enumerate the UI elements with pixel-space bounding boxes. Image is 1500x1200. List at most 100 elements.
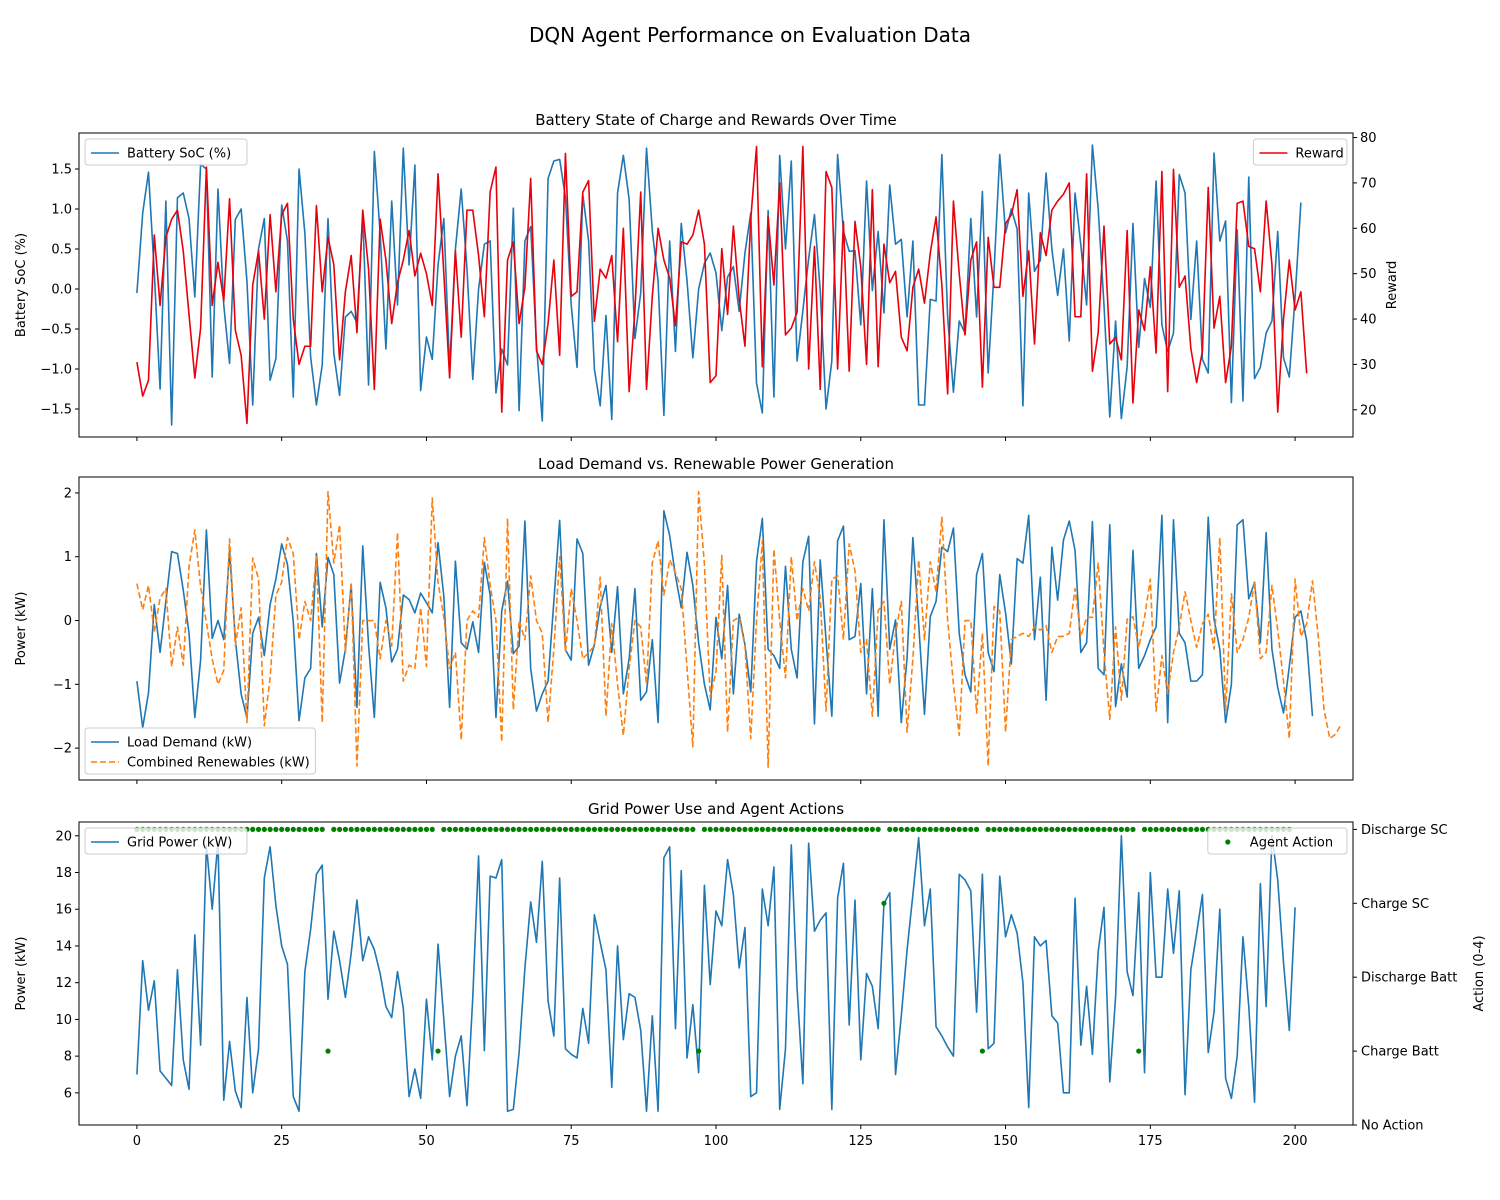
action-point: [591, 826, 597, 832]
action-point: [713, 826, 719, 832]
action-point: [1170, 826, 1177, 832]
action-point: [933, 826, 939, 832]
y-tick-label: 0.5: [51, 243, 72, 258]
action-point: [580, 826, 586, 832]
action-point: [267, 826, 273, 832]
action-point: [597, 826, 603, 832]
action-point: [950, 826, 957, 832]
y-right-tick-label: No Action: [1361, 1119, 1424, 1134]
y-right-tick-label: 80: [1360, 131, 1377, 146]
action-point: [533, 826, 540, 832]
action-point: [696, 1048, 702, 1054]
action-point: [1020, 826, 1026, 832]
action-point: [499, 826, 505, 832]
action-point: [835, 826, 841, 832]
action-point: [1008, 826, 1014, 832]
action-point: [360, 826, 366, 832]
panel-title: Battery State of Charge and Rewards Over…: [535, 111, 897, 129]
action-point: [1089, 826, 1096, 832]
action-point: [441, 826, 447, 832]
panel-title: Load Demand vs. Renewable Power Generati…: [538, 455, 894, 473]
action-point: [429, 826, 435, 832]
action-point: [875, 826, 881, 832]
y-tick-label: 1.5: [51, 163, 72, 178]
action-point: [574, 826, 580, 832]
legend-label: Load Demand (kW): [127, 736, 252, 751]
y-tick-label: −0.5: [40, 323, 72, 338]
y-right-axis-label: Action (0-4): [1472, 935, 1487, 1011]
action-point: [394, 826, 401, 832]
action-point: [1055, 826, 1061, 832]
action-point: [829, 826, 835, 832]
action-point: [383, 826, 389, 832]
action-point: [1078, 826, 1084, 832]
y-tick-label: 1.0: [51, 203, 72, 218]
legend: Load Demand (kW) Combined Renewables (kW): [84, 727, 316, 775]
y-tick-label: 0.0: [51, 283, 72, 298]
action-point: [331, 826, 337, 832]
series-line-1: [136, 834, 1296, 1113]
action-point: [916, 826, 922, 832]
panel-1: −1.5 −1.0 −0.5 0.0 0.5 1.0 1.5 20 30 40 50 60 70 80 Ba…: [14, 111, 1400, 441]
series-line-2: [136, 490, 1343, 769]
action-point: [771, 826, 777, 832]
action-point: [777, 826, 783, 832]
action-point: [991, 826, 997, 832]
action-point: [748, 826, 754, 832]
action-point: [1136, 1048, 1142, 1054]
action-point: [655, 826, 661, 832]
action-point: [910, 826, 916, 832]
x-tick-label: 75: [563, 1134, 580, 1149]
action-point: [308, 826, 314, 832]
action-point: [1066, 826, 1072, 832]
action-point: [1014, 826, 1020, 832]
action-point: [458, 826, 464, 832]
action-point: [452, 826, 459, 832]
action-point: [510, 826, 516, 832]
action-point: [1194, 826, 1200, 832]
action-point: [881, 900, 887, 906]
chart-panels: −1.5−1.0−0.50.00.51.01.520304050607080Ba…: [14, 111, 1487, 1149]
y-tick-label: 10: [55, 1013, 72, 1028]
action-point: [1130, 826, 1136, 832]
action-point: [927, 826, 933, 832]
action-point: [348, 826, 354, 832]
legend-marker: [1225, 839, 1231, 845]
action-point: [371, 826, 377, 832]
action-point: [354, 826, 360, 832]
action-point: [649, 826, 655, 832]
action-point: [678, 826, 684, 832]
y-right-tick-label: Discharge SC: [1361, 823, 1448, 838]
legend-label: Grid Power (kW): [127, 836, 232, 851]
y-tick-label: 20: [55, 829, 72, 844]
action-point: [898, 826, 904, 832]
x-tick-label: 200: [1283, 1134, 1308, 1149]
legend-box: [1207, 827, 1348, 855]
action-point: [1031, 826, 1038, 832]
action-point: [487, 826, 493, 832]
action-point: [609, 826, 615, 832]
action-point: [614, 826, 621, 832]
y-right-axis-label: Reward: [1385, 261, 1400, 309]
action-point: [892, 826, 899, 832]
action-point: [1043, 826, 1049, 832]
y-tick-label: −1.5: [40, 403, 72, 418]
action-point: [290, 826, 296, 832]
action-point: [557, 826, 563, 832]
action-point: [945, 826, 951, 832]
action-point: [904, 826, 910, 832]
series-line-2: [136, 145, 1308, 425]
action-point: [545, 826, 551, 832]
action-point: [765, 826, 771, 832]
legend-box: [84, 138, 248, 166]
y-right-tick-label: 30: [1360, 358, 1377, 373]
action-point: [973, 826, 980, 832]
y-right-tick-label: 60: [1360, 222, 1377, 237]
y-right-tick-label: 70: [1360, 176, 1377, 191]
action-point: [887, 826, 893, 832]
plot-area: [136, 490, 1343, 769]
action-point: [603, 826, 609, 832]
action-point: [447, 826, 453, 832]
y-tick-label: 2: [64, 486, 72, 501]
action-point: [250, 826, 256, 832]
